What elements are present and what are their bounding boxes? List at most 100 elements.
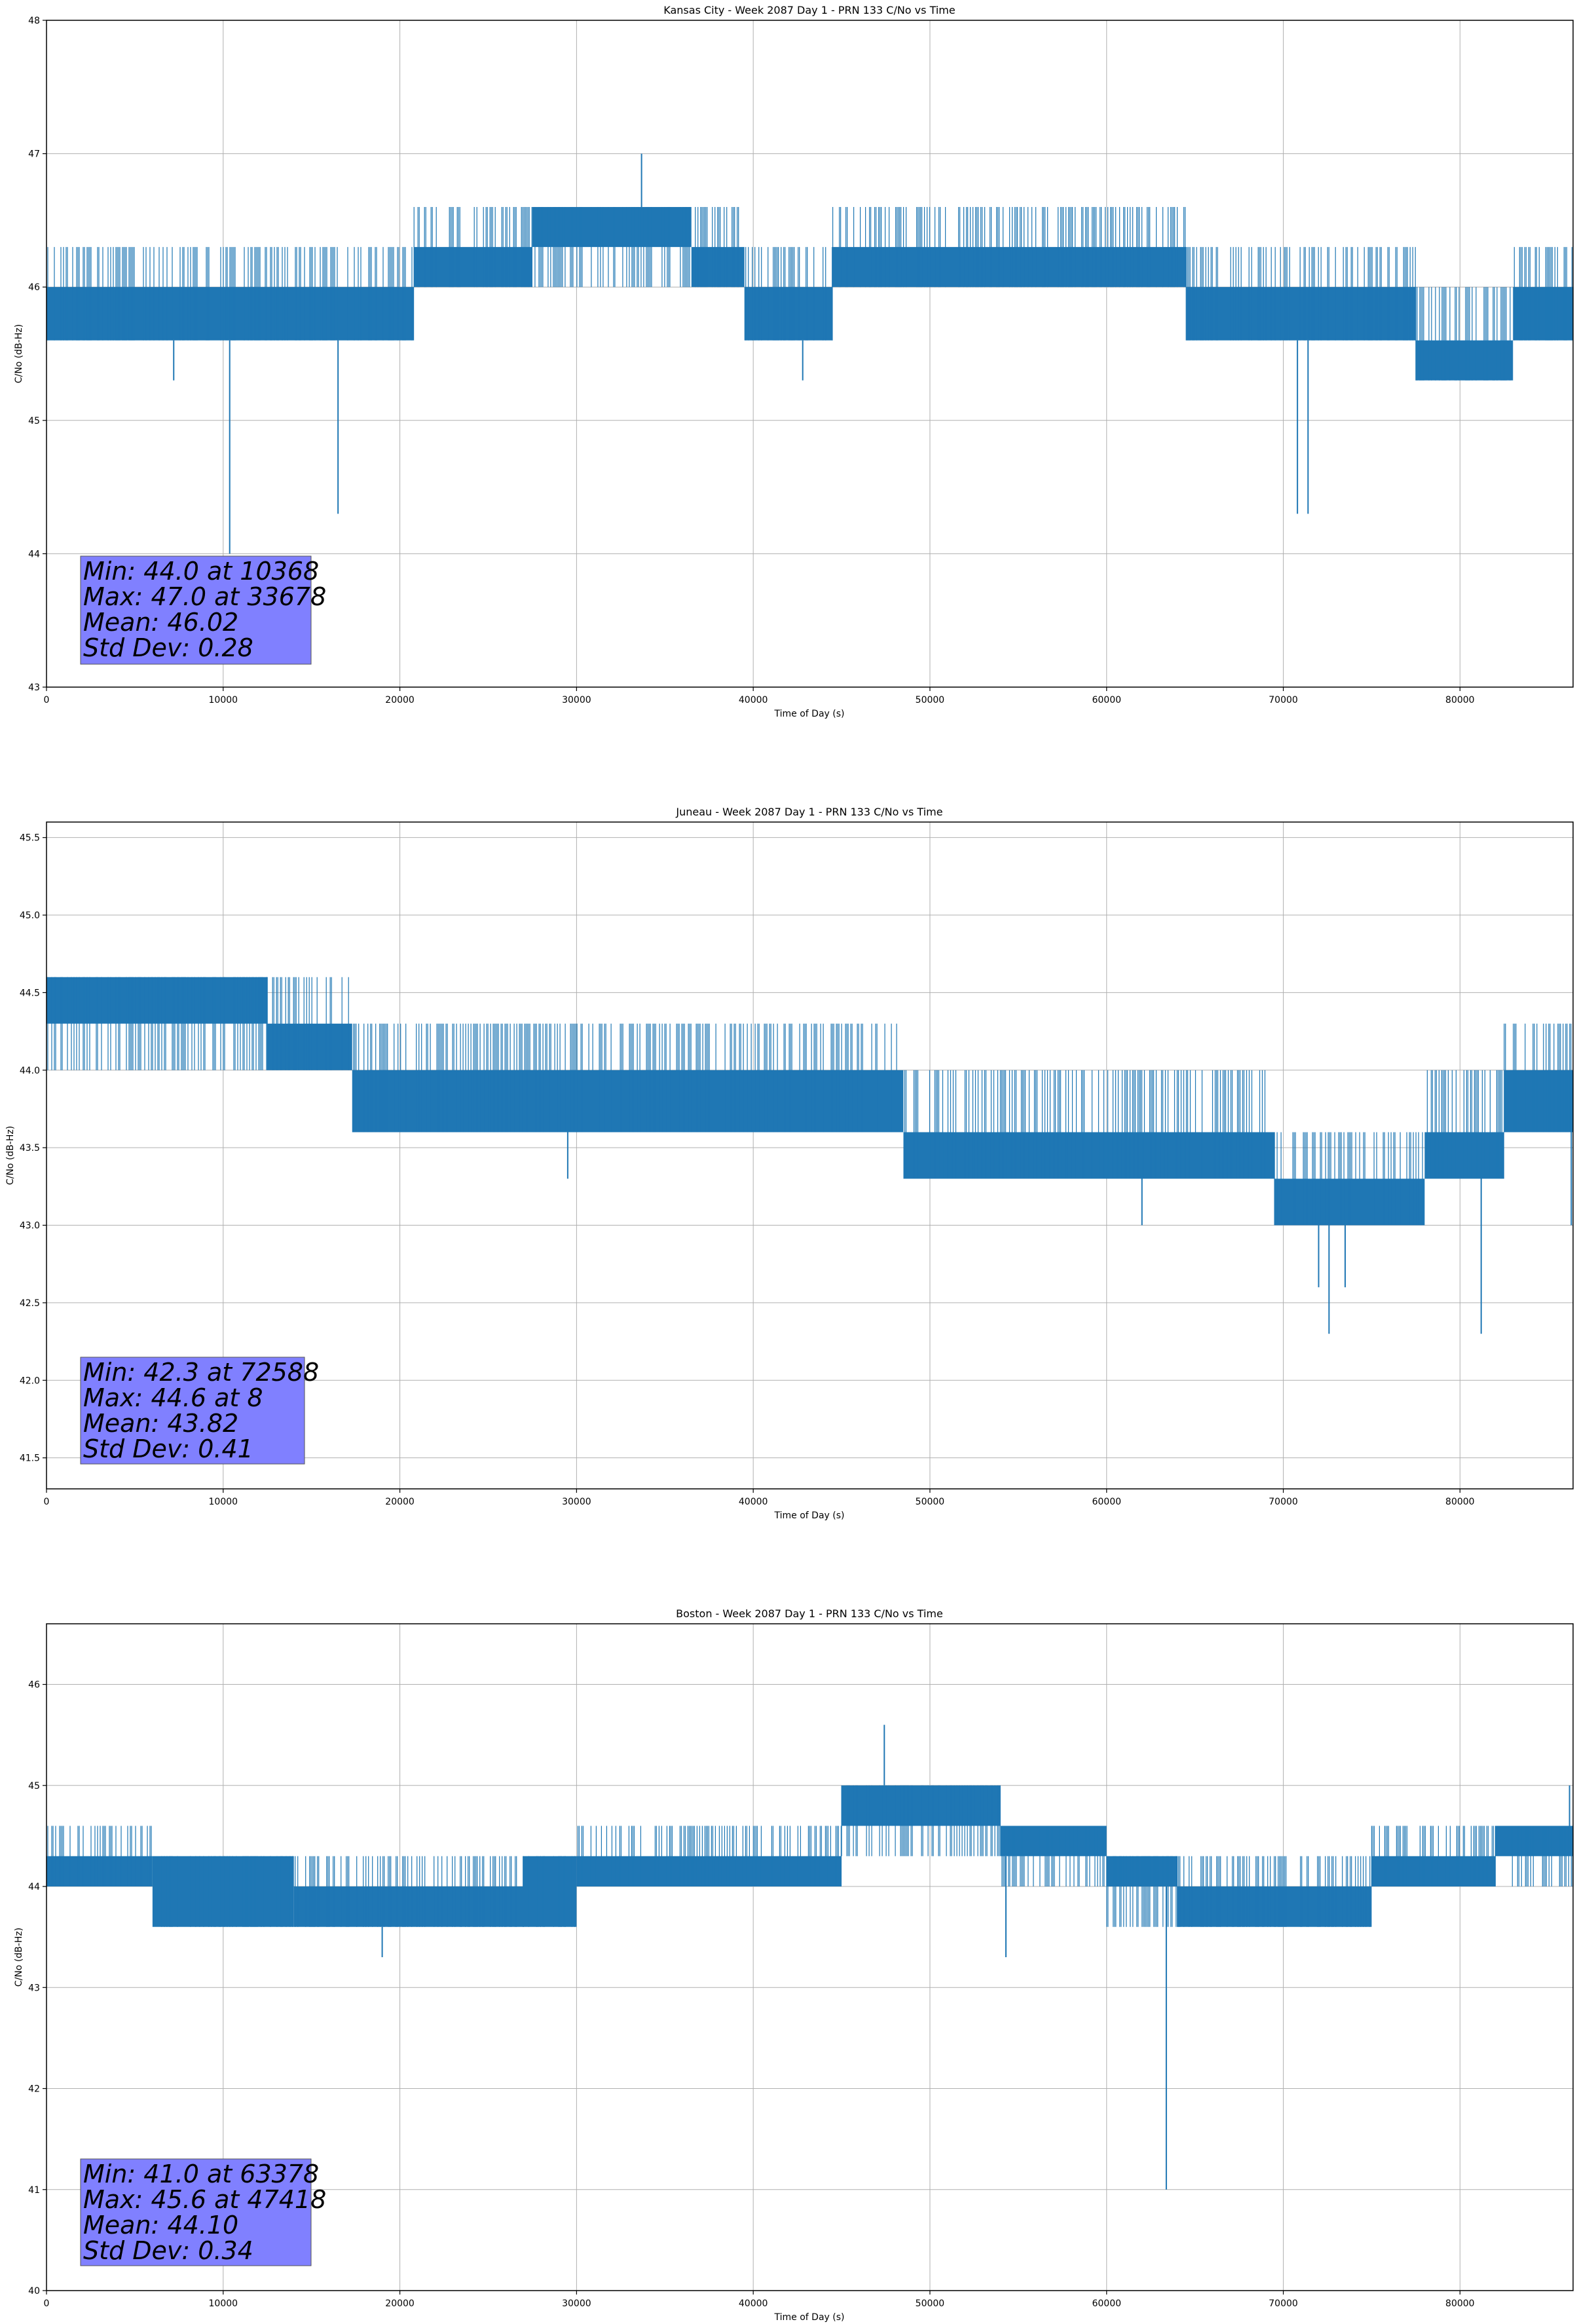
- series-noise: [695, 207, 739, 288]
- y-tick-label: 40: [28, 2286, 40, 2296]
- chart-title: Kansas City - Week 2087 Day 1 - PRN 133 …: [663, 4, 955, 16]
- chart-title: Juneau - Week 2087 Day 1 - PRN 133 C/No …: [675, 806, 942, 818]
- series-noise: [1426, 1070, 1502, 1179]
- y-axis-label: C/No (dB-Hz): [5, 1126, 16, 1185]
- y-tick-label: 44: [28, 549, 40, 559]
- y-tick-label: 45.0: [20, 910, 40, 921]
- y-tick-label: 45: [28, 1781, 40, 1791]
- x-tick-label: 0: [44, 1497, 50, 1507]
- series-noise: [161, 1856, 293, 1927]
- series-noise: [1494, 1826, 1573, 1886]
- series-noise: [46, 977, 267, 1070]
- y-tick-label: 44.5: [20, 988, 40, 998]
- stats-std-dev: Std Dev: 0.28: [83, 633, 253, 662]
- y-tick-label: 43: [28, 683, 40, 693]
- series-band: [523, 1856, 577, 1927]
- x-tick-label: 50000: [916, 2298, 945, 2309]
- stats-box-background: [80, 2158, 312, 2266]
- x-tick-label: 60000: [1092, 1497, 1121, 1507]
- series-band: [46, 1856, 153, 1887]
- series-band: [293, 1886, 524, 1927]
- panel-boston: Boston - Week 2087 Day 1 - PRN 133 C/No …: [14, 1607, 1574, 2323]
- stats-box-background: [80, 1357, 305, 1465]
- x-tick-label: 40000: [739, 695, 768, 705]
- x-tick-label: 70000: [1269, 1497, 1298, 1507]
- x-tick-label: 60000: [1092, 695, 1121, 705]
- y-axis-label: C/No (dB-Hz): [14, 324, 24, 383]
- series-noise: [832, 207, 1186, 288]
- stats-box: Min: 41.0 at 63378 Max: 45.6 at 47418 Me…: [80, 2158, 326, 2266]
- series-noise: [841, 1785, 1001, 1856]
- y-tick-label: 48: [28, 16, 40, 26]
- y-tick-label: 41.5: [20, 1453, 40, 1464]
- series-noise: [47, 247, 413, 341]
- x-tick-label: 30000: [562, 695, 591, 705]
- series-line: [46, 1725, 1573, 2190]
- stats-box: Min: 42.3 at 72588 Max: 44.6 at 8 Mean: …: [80, 1357, 319, 1465]
- plot-frame: [46, 821, 1574, 1490]
- series-noise: [577, 1826, 842, 1886]
- plot-frame: [46, 20, 1574, 688]
- stats-mean: Mean: 46.02: [83, 608, 238, 637]
- series-band: [414, 247, 532, 288]
- series-noise: [1504, 1023, 1572, 1133]
- x-tick-label: 20000: [385, 1497, 415, 1507]
- x-tick-label: 0: [44, 695, 50, 705]
- stats-std-dev: Std Dev: 0.41: [83, 1434, 253, 1463]
- y-tick-label: 42: [28, 2084, 40, 2095]
- x-tick-label: 20000: [385, 695, 415, 705]
- y-tick-label: 46: [28, 1680, 40, 1691]
- x-tick-label: 80000: [1445, 1497, 1475, 1507]
- series-band: [352, 1070, 427, 1133]
- panel-juneau: Juneau - Week 2087 Day 1 - PRN 133 C/No …: [5, 806, 1574, 1521]
- x-tick-label: 80000: [1445, 2298, 1475, 2309]
- stats-min: Min: 42.3 at 72588: [83, 1358, 319, 1387]
- series-noise: [534, 207, 690, 288]
- series-band: [1424, 1132, 1504, 1179]
- series-band: [842, 1785, 1001, 1826]
- y-tick-label: 44.0: [20, 1066, 40, 1076]
- series-band: [1000, 1826, 1107, 1856]
- stats-std-dev: Std Dev: 0.34: [83, 2236, 253, 2265]
- series-noise: [523, 1856, 575, 1927]
- y-tick-label: 45.5: [20, 833, 40, 844]
- series-noise: [413, 207, 532, 288]
- series-band: [903, 1132, 1275, 1179]
- plot-frame: [46, 1623, 1574, 2291]
- x-axis-label: Time of Day (s): [774, 1510, 845, 1521]
- series-line: [46, 977, 1573, 1334]
- series-noise: [267, 977, 349, 1070]
- series-line: [46, 153, 1573, 554]
- stats-max: Max: 47.0 at 33678: [83, 582, 326, 611]
- series-noise: [1106, 1856, 1177, 1927]
- x-tick-label: 10000: [209, 695, 238, 705]
- series-band: [1513, 287, 1573, 341]
- series-band: [1495, 1826, 1573, 1856]
- x-tick-label: 10000: [209, 2298, 238, 2309]
- stats-box: Min: 44.0 at 10368 Max: 47.0 at 33678 Me…: [80, 555, 326, 665]
- series-noise: [1371, 1826, 1494, 1886]
- x-tick-label: 30000: [562, 2298, 591, 2309]
- series-noise: [1415, 287, 1511, 381]
- stats-min: Min: 41.0 at 63378: [83, 2160, 319, 2188]
- y-tick-label: 42.5: [20, 1298, 40, 1309]
- x-tick-label: 50000: [916, 695, 945, 705]
- x-axis-label: Time of Day (s): [774, 2312, 845, 2323]
- y-tick-label: 43: [28, 1983, 40, 1993]
- series-noise: [353, 1023, 422, 1133]
- stats-min: Min: 44.0 at 10368: [83, 557, 319, 586]
- x-tick-label: 50000: [916, 1497, 945, 1507]
- series-noise: [47, 1826, 152, 1886]
- x-tick-label: 20000: [385, 2298, 415, 2309]
- y-tick-label: 45: [28, 416, 40, 426]
- stats-box-background: [80, 555, 312, 665]
- stats-mean: Mean: 43.82: [83, 1409, 238, 1438]
- axis-ticks: 0 10000 20000 30000 40000 50000 60000 70000 8000…: [20, 833, 1475, 1507]
- x-tick-label: 0: [44, 2298, 50, 2309]
- x-tick-label: 70000: [1269, 2298, 1298, 2309]
- axis-ticks: 0 10000 20000 30000 40000 50000 60000 70000 8000…: [28, 16, 1474, 705]
- series-noise: [904, 1070, 1266, 1179]
- y-tick-label: 47: [28, 149, 40, 160]
- x-tick-label: 30000: [562, 1497, 591, 1507]
